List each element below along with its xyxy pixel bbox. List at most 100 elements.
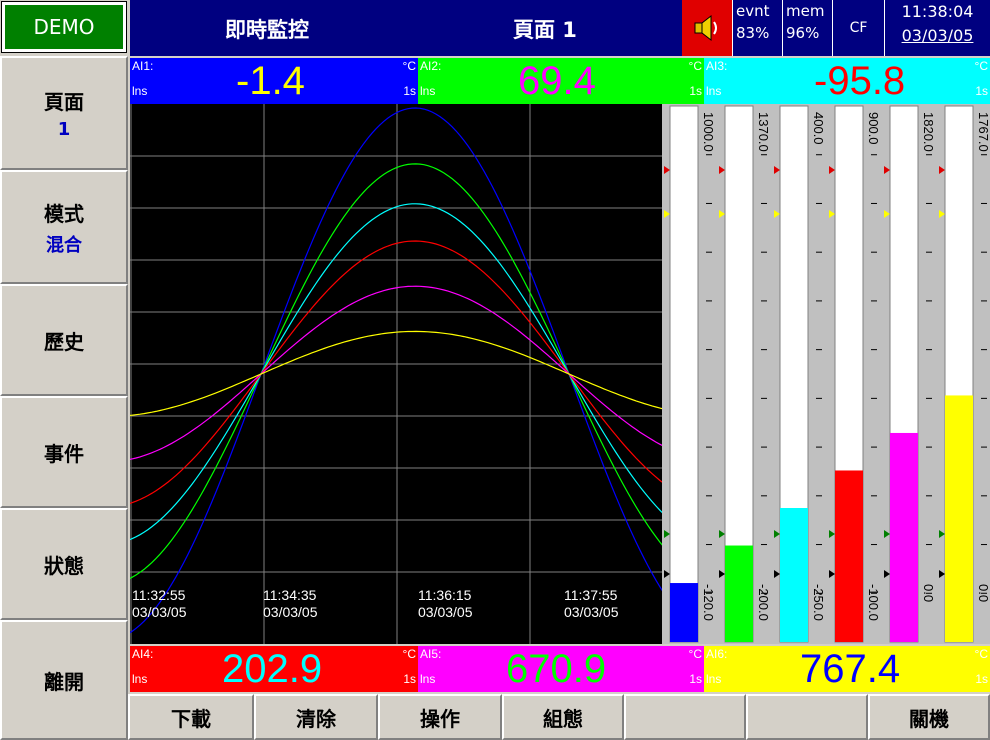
bargraph-panel: 1000.0 -120.0 1370.0 -200.0 400.0 -250.0 900.0… [662, 104, 990, 644]
alarm-marker-high [774, 166, 780, 174]
download-button[interactable]: 下載 [128, 694, 254, 740]
bargraph-track [669, 105, 699, 643]
channel-ai6: AI6: lns 767.4 °C 1s [704, 646, 990, 692]
sidebar-item-status[interactable]: 狀態 [0, 508, 128, 620]
series-line [119, 203, 673, 544]
channel-unit: °C [974, 59, 988, 73]
channel-name: AI1: [132, 59, 154, 73]
channel-unit: °C [688, 647, 702, 661]
channel-value: -1.4 [236, 59, 305, 103]
series-line [119, 330, 673, 417]
channel-rate: 1s [403, 84, 416, 98]
alarm-marker-low [829, 570, 835, 578]
alarm-marker-low [774, 570, 780, 578]
alarm-marker-low [884, 570, 890, 578]
clock-time: 11:38:04 [901, 2, 974, 21]
sidebar-item-exit[interactable]: 離開 [0, 620, 128, 740]
series-line [119, 285, 673, 462]
title-bar: 即時監控 頁面 1 [130, 0, 682, 56]
alarm-marker-hi [719, 210, 725, 218]
channel-ai4: AI4: lns 202.9 °C 1s [130, 646, 418, 692]
channel-unit: °C [688, 59, 702, 73]
blank-button-2[interactable] [746, 694, 868, 740]
event-status: evnt 83% [732, 0, 782, 56]
channel-tag: lns [706, 84, 722, 98]
bargraph-min-label: -120.0 [701, 584, 716, 621]
bargraph-max-label: 400.0 [811, 112, 826, 145]
bargraph-min-label: -250.0 [811, 584, 826, 621]
screen-title: 即時監控 [225, 18, 309, 42]
bargraph-fill [780, 508, 808, 642]
sidebar-item-mode[interactable]: 模式 混合 [0, 170, 128, 284]
demo-button[interactable]: DEMO [1, 1, 127, 53]
channel-tag: lns [132, 672, 148, 686]
channel-name: AI3: [706, 59, 728, 73]
alarm-marker-high [719, 166, 725, 174]
evnt-label: evnt [736, 2, 770, 20]
bargraph-fill [670, 583, 698, 642]
bargraph-max-label: 1767.0 [976, 112, 990, 152]
bargraph-min-label: 0.0 [976, 584, 990, 602]
speaker-button[interactable] [682, 0, 732, 56]
sidebar-item-history[interactable]: 歷史 [0, 284, 128, 396]
alarm-marker-low [719, 570, 725, 578]
channel-ai5: AI5: lns 670.9 °C 1s [418, 646, 704, 692]
sidebar-item-events[interactable]: 事件 [0, 396, 128, 508]
channel-rate: 1s [689, 672, 702, 686]
clear-button[interactable]: 清除 [254, 694, 378, 740]
x-tick-label-date: 03/03/05 [564, 604, 619, 620]
channel-value: 670.9 [506, 647, 607, 691]
bargraph-max-label: 900.0 [866, 112, 881, 145]
sidebar-item-sub: 1 [57, 119, 71, 140]
cf-card-status: CF [832, 0, 884, 56]
channel-ai3: AI3: lns -95.8 °C 1s [704, 58, 990, 104]
evnt-value: 83% [736, 24, 770, 42]
operate-button[interactable]: 操作 [378, 694, 502, 740]
alarm-marker-hi [884, 210, 890, 218]
bargraph-fill [945, 395, 973, 642]
channel-unit: °C [402, 59, 416, 73]
blank-button-1[interactable] [624, 694, 746, 740]
page-indicator: 頁面 1 [513, 18, 577, 42]
channel-rate: 1s [403, 672, 416, 686]
shutdown-button[interactable]: 關機 [868, 694, 990, 740]
channel-unit: °C [974, 647, 988, 661]
channel-value: -95.8 [814, 59, 906, 103]
bargraph-min-label: 0.0 [921, 584, 936, 602]
channel-value: 767.4 [800, 647, 901, 691]
alarm-marker-hi [664, 210, 670, 218]
alarm-marker-lo [774, 530, 780, 538]
alarm-marker-lo [664, 530, 670, 538]
bargraph-max-label: 1820.0 [921, 112, 936, 152]
series-line [119, 240, 673, 507]
config-button[interactable]: 組態 [502, 694, 624, 740]
x-tick-label-date: 03/03/05 [132, 604, 187, 620]
bargraph-max-label: 1370.0 [756, 112, 771, 152]
channel-unit: °C [402, 647, 416, 661]
channel-name: AI6: [706, 647, 728, 661]
bargraph-svg: 1000.0 -120.0 1370.0 -200.0 400.0 -250.0 900.0… [664, 105, 990, 643]
x-tick-label-time: 11:32:55 [132, 587, 186, 603]
speaker-icon [694, 14, 717, 42]
bargraph-max-label: 1000.0 [701, 112, 716, 152]
alarm-marker-high [829, 166, 835, 174]
bargraph-fill [725, 545, 753, 642]
channel-value: 202.9 [222, 647, 323, 691]
channel-ai2: AI2: lns 69.4 °C 1s [418, 58, 704, 104]
alarm-marker-lo [829, 530, 835, 538]
channel-ai1: AI1: lns -1.4 °C 1s [130, 58, 418, 104]
alarm-marker-hi [939, 210, 945, 218]
sidebar-item-page[interactable]: 頁面 1 [0, 56, 128, 170]
sidebar-item-sub: 混合 [46, 234, 82, 256]
sidebar-item-label: 狀態 [44, 553, 84, 578]
channel-value: 69.4 [518, 59, 596, 103]
x-tick-label-date: 03/03/05 [263, 604, 318, 620]
sidebar-item-label: 模式 [44, 201, 84, 226]
series-line [119, 107, 673, 639]
trend-chart: 11:32:55 03/03/05 11:34:35 03/03/05 11:36:15… [119, 104, 673, 644]
sidebar-item-label: 離開 [44, 669, 84, 694]
sidebar-item-label: 事件 [44, 441, 84, 466]
channel-rate: 1s [975, 84, 988, 98]
channel-tag: lns [706, 672, 722, 686]
sidebar-item-label: 歷史 [44, 329, 84, 354]
